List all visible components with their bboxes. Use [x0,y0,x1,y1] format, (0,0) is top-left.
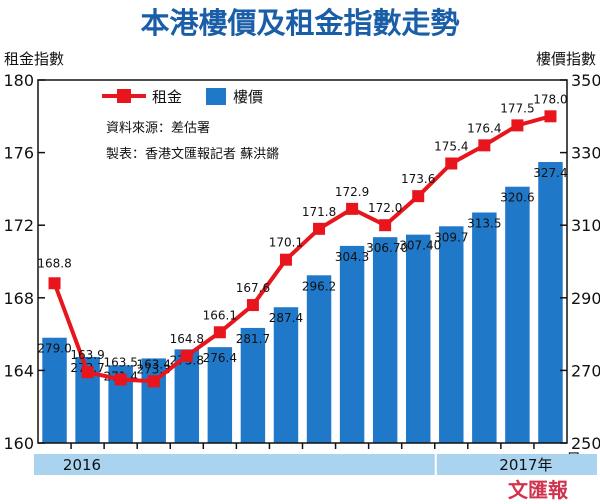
year-band [436,454,597,475]
left-tick-label: 176 [3,144,34,163]
rent-point [279,253,292,266]
rent-point [313,222,326,235]
credit-note: 製表：香港文匯報記者 蘇洪鏘 [106,146,279,162]
rent-point [246,299,259,312]
rent-point [213,326,226,339]
rent-point-label: 170.1 [269,236,303,250]
rent-point [81,366,94,379]
left-axis-title: 租金指數 [4,50,64,68]
price-bar [273,307,299,443]
rent-point-label: 173.6 [401,172,435,186]
year-label: 2016 [63,456,101,474]
price-bar [207,347,233,443]
price-bar-label: 296.2 [302,279,336,293]
price-bar [306,275,332,443]
price-bar-label: 281.7 [236,332,270,346]
rent-point-label: 164.8 [170,332,204,346]
right-tick-label: 290 [571,289,600,308]
year-label: 2017年 [499,456,552,474]
left-axis: 160 164 168 172 176 180 [3,71,45,453]
rent-point [379,219,392,232]
price-bar [240,327,266,443]
price-bar [42,337,67,443]
watermark-logo: 文匯報 [508,478,569,502]
rent-point [114,373,127,386]
left-tick-label: 180 [3,71,34,90]
right-axis-title: 樓價指數 [536,50,596,68]
left-tick-label: 172 [3,216,34,235]
rent-point [48,277,61,290]
legend: 租金 樓價 [102,88,263,106]
price-bar [174,349,200,443]
legend-label-rent: 租金 [152,88,182,106]
price-bar [339,245,365,443]
rent-point-label: 168.8 [37,256,71,270]
price-bar [472,212,497,443]
rent-point [412,190,425,203]
right-tick-label: 350 [571,71,600,90]
price-bar-label: 307.40 [399,239,441,253]
rent-point-label: 166.1 [203,308,237,322]
rent-point-label: 163.5 [103,355,137,369]
rent-point-label: 172.0 [368,201,402,215]
rent-point-label: 175.4 [434,139,468,153]
right-tick-label: 310 [571,216,600,235]
rent-point-label: 178.0 [533,92,567,106]
rent-point [346,202,359,215]
x-axis: 1234567891011121234月20162017年 [34,443,597,475]
price-bar [372,237,398,443]
rent-point-label: 172.9 [335,185,369,199]
rent-point [511,119,524,132]
price-bar-label: 309.7 [434,230,468,244]
price-bar [405,234,431,443]
rent-point [544,110,557,123]
left-tick-label: 164 [3,361,34,380]
price-bar-label: 304.3 [335,250,369,264]
rent-point-label: 171.8 [302,205,336,219]
source-note: 資料來源：差估署 [106,121,210,136]
price-bar-label: 320.6 [500,191,534,205]
legend-label-price: 樓價 [233,88,263,106]
left-tick-label: 168 [3,289,34,308]
rent-point [445,157,458,170]
price-bar-label: 276.4 [203,351,237,365]
rent-point [478,139,491,152]
plot-area: 279.0273.7271.4273.3275.8276.4281.7287.4… [37,79,568,444]
right-tick-label: 250 [571,434,600,453]
price-bar [538,162,563,443]
rent-point [147,375,160,388]
right-axis: 250 270 290 310 330 350 [560,71,600,453]
price-bar-label: 327.4 [533,166,567,180]
rent-point-label: 177.5 [500,101,534,115]
rent-point-label: 176.4 [467,121,501,135]
price-bar [505,186,530,444]
rent-line [52,114,551,384]
rent-point [180,349,193,362]
rent-point-label: 167.6 [236,281,270,295]
legend-line-marker [117,89,131,103]
legend-bar-swatch [206,88,226,105]
right-tick-label: 330 [571,144,600,163]
rent-point-label: 163.4 [137,357,171,371]
price-bar-label: 279.0 [37,342,71,356]
price-bar [439,226,464,443]
price-bar-label: 306.70 [366,241,408,255]
price-bar-label: 313.5 [467,216,501,230]
price-bar-label: 287.4 [269,311,303,325]
year-band [34,454,435,475]
left-tick-label: 160 [3,434,34,453]
rent-point-label: 163.9 [70,348,104,362]
chart-title: 本港樓價及租金指數走勢 [140,6,459,40]
right-tick-label: 270 [571,361,600,380]
